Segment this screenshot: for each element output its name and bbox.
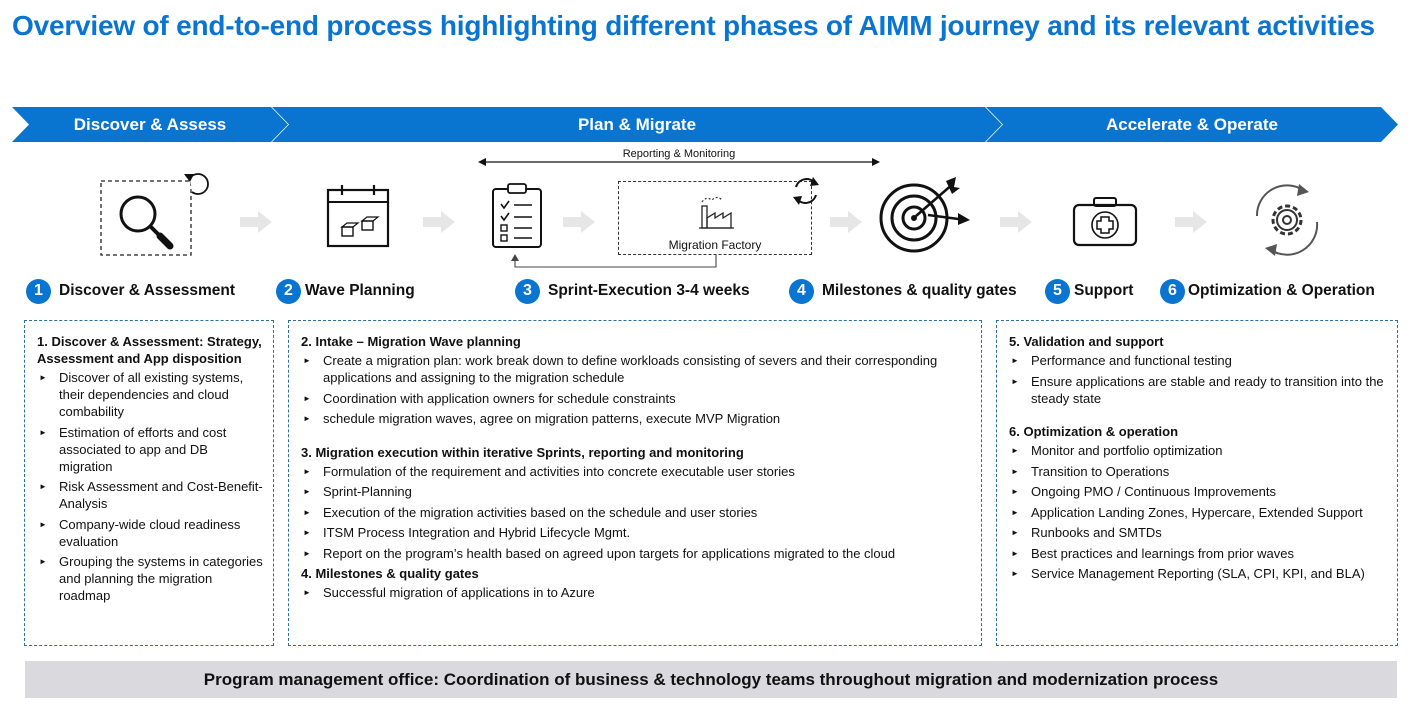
list-item: Discover of all existing systems, their … [37,369,263,420]
loop-back-arrow [511,254,717,268]
list-item: Runbooks and SMTDs [1009,524,1387,541]
section-heading: 5. Validation and support [1009,334,1164,349]
step-title: Discover & Assessment [59,282,236,299]
plan-migrate-box: 2. Intake – Migration Wave planning Crea… [288,320,982,646]
section-heading: 4. Milestones & quality gates [301,566,479,581]
pmo-banner: Program management office: Coordination … [25,661,1397,698]
list-item: Create a migration plan: work break down… [301,352,971,386]
flow-arrow [423,211,455,233]
list-item: Ensure applications are stable and ready… [1009,373,1387,407]
section-heading: 6. Optimization & operation [1009,424,1179,439]
activity-list: Monitor and portfolio optimization Trans… [1009,442,1387,582]
flow-arrow [240,211,272,233]
list-item: ITSM Process Integration and Hybrid Life… [301,524,971,541]
step-title: Support [1074,282,1134,299]
list-item: Estimation of efforts and cost associate… [37,424,263,475]
list-item: Grouping the systems in categories and p… [37,553,263,604]
clipboard-checklist-icon [490,182,544,250]
list-item: Performance and functional testing [1009,352,1387,369]
list-item: Company-wide cloud readiness evaluation [37,516,263,550]
step-number: 1 [26,278,51,304]
list-item: Formulation of the requirement and activ… [301,463,971,480]
phase-label: Accelerate & Operate [1106,115,1278,134]
flow-arrow [1000,211,1032,233]
discover-assessment-box: 1. Discover & Assessment: Strategy, Asse… [24,320,274,646]
step-discover-assessment: 1 Discover & Assessment [26,278,235,304]
step-number: 5 [1045,278,1070,304]
step-wave-planning: 2 Wave Planning [276,278,415,304]
list-item: Monitor and portfolio optimization [1009,442,1387,459]
list-item: Sprint-Planning [301,483,971,500]
calendar-boxes-icon [325,183,391,249]
list-item: Transition to Operations [1009,463,1387,480]
section-heading: 2. Intake – Migration Wave planning [301,334,521,349]
reporting-label: Reporting & Monitoring [622,148,736,160]
list-item: Application Landing Zones, Hypercare, Ex… [1009,504,1387,521]
gear-cycle-icon [1245,180,1329,260]
refresh-icon [788,173,824,209]
activity-list: Formulation of the requirement and activ… [301,463,971,562]
list-item: Best practices and learnings from prior … [1009,545,1387,562]
step-support: 5 Support [1045,278,1133,304]
refresh-icon [182,166,218,200]
section-heading: 3. Migration execution within iterative … [301,444,744,460]
target-arrow-icon [876,175,972,255]
reporting-monitoring-arrow: Reporting & Monitoring [478,148,880,168]
phase-label: Plan & Migrate [577,115,697,134]
step-number: 4 [789,278,814,304]
activity-list: Discover of all existing systems, their … [37,369,263,604]
flow-arrow [1175,211,1207,233]
factory-label: Migration Factory [668,238,762,252]
migration-factory-box: Migration Factory [618,181,812,255]
step-number: 2 [276,278,301,304]
step-title: Optimization & Operation [1188,282,1375,299]
phase-plan-migrate: Plan & Migrate [272,107,1002,142]
step-number: 3 [515,278,540,304]
list-item: Risk Assessment and Cost-Benefit-Analysi… [37,478,263,512]
list-item: schedule migration waves, agree on migra… [301,410,971,427]
step-number: 6 [1160,278,1185,304]
step-milestones: 4 Milestones & quality gates [789,278,1017,304]
activity-list: Successful migration of applications in … [301,584,971,601]
step-sprint-execution: 3 Sprint-Execution 3-4 weeks [515,278,750,304]
list-item: Execution of the migration activities ba… [301,504,971,521]
activity-list: Create a migration plan: work break down… [301,352,971,427]
list-item: Report on the program’s health based on … [301,545,971,562]
phase-discover-assess: Discover & Assess [12,107,288,142]
page-title: Overview of end-to-end process highlight… [12,10,1375,41]
list-item: Ongoing PMO / Continuous Improvements [1009,483,1387,500]
list-item: Service Management Reporting (SLA, CPI, … [1009,565,1387,582]
activity-list: Performance and functional testing Ensur… [1009,352,1387,407]
first-aid-kit-icon [1072,195,1138,247]
list-item: Successful migration of applications in … [301,584,971,601]
step-title: Milestones & quality gates [822,282,1017,299]
phase-label: Discover & Assess [73,115,227,134]
flow-arrow [563,211,595,233]
list-item: Coordination with application owners for… [301,390,971,407]
step-title: Wave Planning [305,282,415,299]
step-title: Sprint-Execution 3-4 weeks [548,282,750,299]
flow-arrow [830,211,862,233]
step-optimization-operation: 6 Optimization & Operation [1160,278,1375,304]
accelerate-operate-box: 5. Validation and support Performance an… [996,320,1398,646]
factory-icon [699,196,734,229]
section-heading: 1. Discover & Assessment: Strategy, Asse… [37,334,262,366]
magnifier-icon [100,180,192,256]
phase-accelerate-operate: Accelerate & Operate [986,107,1398,142]
